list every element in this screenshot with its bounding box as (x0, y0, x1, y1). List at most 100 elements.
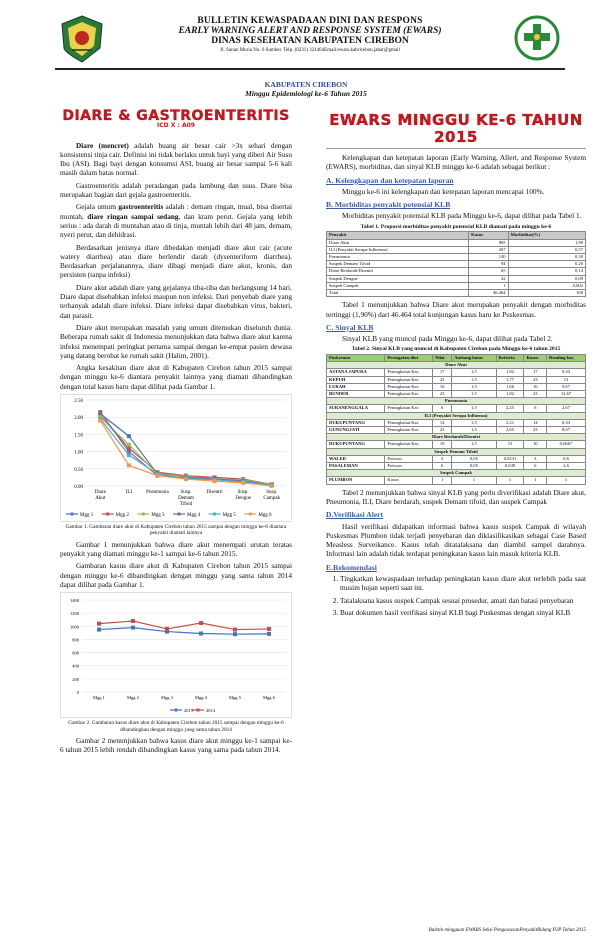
legend-marker (213, 512, 217, 516)
data-point (165, 627, 169, 632)
table-cell: 0,05 (451, 462, 497, 471)
table-row: KEPUH Peningkatan Kas 23 1,5 1,77 23 13 (325, 375, 586, 384)
data-point (233, 627, 237, 632)
recommendation-list: Tingkatkan kewaspadaan terhadap peningka… (326, 574, 586, 617)
table-cell: 0,0231 (495, 454, 525, 464)
table-cell: Peningkatan Kas (384, 382, 434, 392)
table-cell: 23 (523, 375, 547, 384)
paragraph: Tabel 1 menunjukkan bahwa Diare akut mer… (326, 300, 586, 319)
table-cell: 94 (468, 260, 509, 269)
group-label: Diare Akut (326, 361, 586, 370)
paragraph: Diare akut merupakan masalah yang umum d… (60, 322, 292, 360)
bakti-husada-logo-icon (514, 15, 560, 61)
table-group-row: Suspek Campak (326, 469, 586, 478)
data-point (165, 629, 169, 634)
table-cell: Peningkatan Kas (384, 418, 434, 428)
table-cell: Diare Akut (325, 238, 470, 247)
group-label: ILI (Penyakit Serupa Influenza) (326, 411, 586, 420)
table-header-cell: Puskesmas (325, 353, 386, 363)
table-row: GUNUNGJATI Peningkatan Kas 23 1,5 2,65 23 8,67 (325, 426, 586, 435)
data-point (233, 632, 237, 637)
y-tick-label: 0.50 (74, 468, 83, 473)
header-divider (55, 68, 565, 70)
paragraph: Minggu ke-6 ini kelengkapan dan ketepata… (342, 186, 545, 196)
morbidity-table: Penyakit Kasus Morbiditas(%) Diare Akut 885… (325, 231, 587, 298)
table-cell: 1,5 (451, 382, 497, 392)
table-row: Suspek Dengue 42 0,09 (325, 274, 587, 283)
paragraph: Gambar 2 menunjukkan bahwa kasus diare a… (60, 736, 292, 755)
data-point (126, 442, 131, 447)
table-row: LURAH Peningkatan Kas 16 1,5 1,66 16 9,67 (325, 382, 586, 392)
table-header-cell: Morbiditas(%) (507, 231, 587, 240)
table-header-cell: Ambang batas (451, 353, 497, 363)
group-label: Diare Berdarah/Disentri (326, 433, 586, 442)
agency-address: Jl. Sunan Muria No. 6 Sumber. Telp. (023… (220, 48, 400, 53)
data-point (267, 632, 271, 637)
data-point (267, 627, 271, 632)
table-cell: 1 (432, 476, 453, 485)
table-cell: 0,20 (507, 260, 587, 269)
table-cell: 8,67 (546, 426, 586, 435)
legend-label: Mgg 5 (223, 513, 237, 518)
table-cell: 1,5 (451, 418, 497, 428)
article-title: DIARE & GASTROENTERITIS (62, 108, 290, 124)
table-cell: 6 (432, 462, 453, 471)
table-caption: Tabel 1. Proporsi morbiditas penyakit po… (360, 223, 552, 230)
table-row: ILI (Penyakit Serupa Influenza) 267 0,57 (325, 245, 587, 254)
table-row: Diare Berdarah/Disentri 65 0,14 (325, 267, 587, 276)
x-tick-label: Mgg 5 (229, 695, 242, 700)
y-tick-label: 2.50 (74, 399, 83, 404)
table-cell: 2,65 (495, 426, 525, 435)
section-c-heading: C. Sinyal KLB (326, 322, 374, 332)
table-cell: PASALEMAN (325, 462, 386, 471)
table-cell: Suspek Dengue (325, 274, 470, 283)
table-cell: 1,66 (495, 382, 525, 392)
table-cell: 1 (495, 476, 525, 485)
table-cell: 6 (523, 404, 547, 413)
table-cell: 10 (523, 440, 547, 449)
morbidity-line-chart: 0.00 0.50 1.00 1.50 2.00 2.50 Diare Akut ILI Pneu… (60, 394, 292, 522)
recommendation-item: Buat dokumen hasil verifikasi sinyal KLB… (340, 608, 586, 617)
table-cell: 0,049 (495, 462, 525, 471)
paragraph: Gambaran kasus diare akut di Kabupaten C… (60, 561, 292, 590)
legend-label: Mgg 2 (116, 513, 130, 518)
table-row: DUKUPUNTANG Peningkatan Kas 14 1,5 2,21 14 6,3… (325, 418, 586, 428)
region-label: KABUPATEN CIREBON (264, 80, 348, 89)
data-point (126, 463, 131, 468)
table-group-row: Diare Akut (326, 361, 586, 370)
table-cell: Peningkatan Kas (384, 426, 434, 435)
y-tick-label: 1400 (70, 598, 80, 603)
x-tick-label: Susp. Dengue (235, 490, 251, 501)
table-cell: 0,05 (451, 454, 497, 464)
table-row: Diare Akut 885 1,90 (325, 238, 587, 247)
y-tick-label: 600 (72, 651, 80, 656)
table-cell: 12,67 (546, 389, 586, 399)
table-cell: 0,57 (507, 245, 587, 254)
table-cell: KEPUH (325, 375, 386, 384)
title-rule (326, 148, 586, 149)
table-cell: 14 (432, 418, 453, 428)
table-group-row: Diare Berdarah/Disentri (326, 433, 586, 442)
table-cell: Suspek Campak (325, 281, 470, 291)
series-line (98, 620, 270, 631)
weekly-cases-line-chart: 0 200 400 600 800 1000 1200 1400 Mgg 1 Mgg 2 Mgg 3… (60, 592, 292, 719)
klb-signal-table: Puskesmas Peringatan dini Nilai Ambang bata… (325, 353, 586, 485)
x-tick-label: Mgg 3 (161, 695, 174, 700)
table-cell: 1 (523, 476, 547, 485)
table-cell: 9,33 (546, 368, 586, 377)
table-cell: ASTANA JAPURA (325, 368, 386, 377)
subheader: KABUPATEN CIREBON Minggu Epidemiologi ke… (0, 80, 612, 98)
y-tick-label: 1000 (70, 625, 80, 630)
legend-marker (106, 512, 110, 516)
table-cell: 1,5 (451, 368, 497, 377)
data-point (126, 453, 131, 458)
y-tick-label: 0.00 (74, 485, 83, 490)
left-column: DIARE & GASTROENTERITIS ICD X : A09 Diar… (60, 108, 292, 758)
data-point (126, 449, 131, 454)
table-cell: 17 (432, 368, 453, 377)
table-cell: BUNDER (325, 389, 386, 399)
y-tick-label: 1.00 (74, 451, 83, 456)
table-cell: 3 (523, 454, 547, 464)
table-cell: 0,002 (507, 281, 587, 291)
paragraph: Gejala umum gastroenteritis adalah : dem… (60, 202, 292, 240)
